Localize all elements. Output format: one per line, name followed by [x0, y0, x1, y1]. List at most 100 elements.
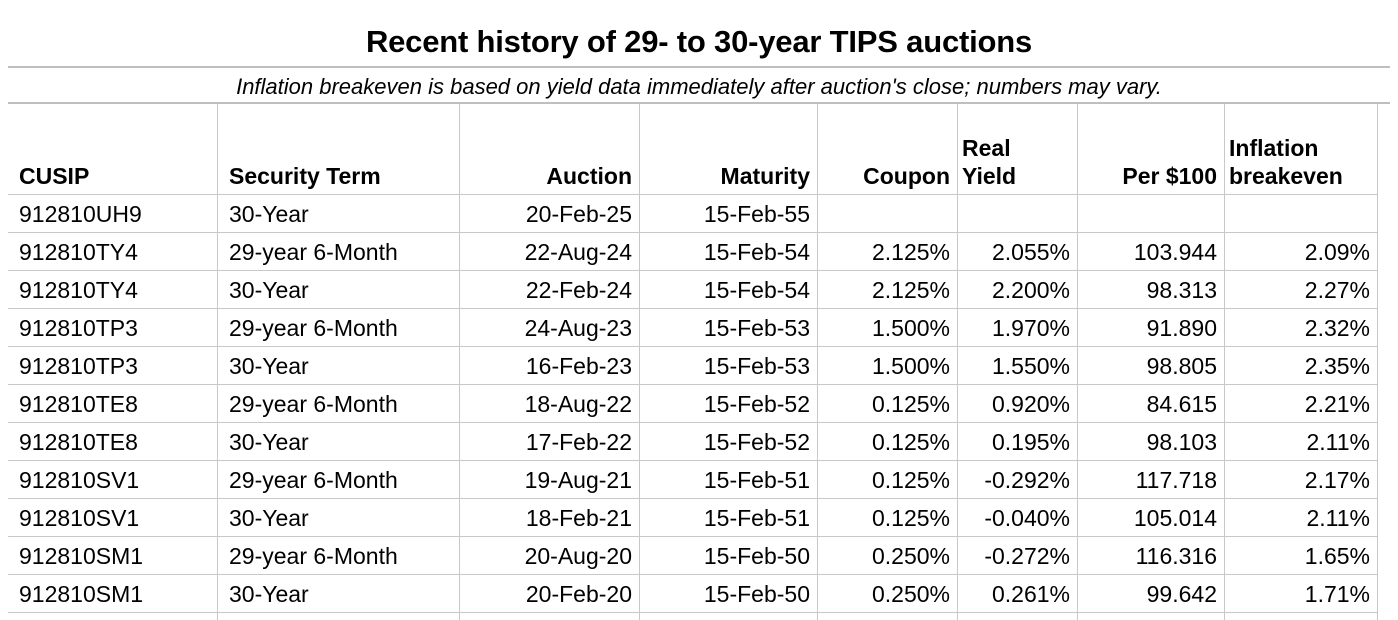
- table-cell-r2-auction[interactable]: 22-Feb-24: [460, 271, 640, 309]
- table-cell-r5-auction[interactable]: 18-Aug-22: [460, 385, 640, 423]
- table-cell-r4-real-yield[interactable]: 1.550%: [958, 347, 1078, 385]
- table-cell-r1-maturity[interactable]: 15-Feb-54: [640, 233, 818, 271]
- table-cell-r9-real-yield[interactable]: -0.272%: [958, 537, 1078, 575]
- table-cell-r1-coupon[interactable]: 2.125%: [818, 233, 958, 271]
- table-cell-r8-coupon[interactable]: 0.125%: [818, 499, 958, 537]
- table-cell-r10-security-term[interactable]: 30-Year: [218, 575, 460, 613]
- table-cell-r8-maturity[interactable]: 15-Feb-51: [640, 499, 818, 537]
- table-cell-r9-maturity[interactable]: 15-Feb-50: [640, 537, 818, 575]
- table-cell-r10-per-100[interactable]: 99.642: [1078, 575, 1225, 613]
- table-cell-r1-real-yield[interactable]: 2.055%: [958, 233, 1078, 271]
- table-cell-r5-maturity[interactable]: 15-Feb-52: [640, 385, 818, 423]
- column-header-real-yield[interactable]: Real Yield: [958, 104, 1078, 195]
- table-cell-r1-per-100[interactable]: 103.944: [1078, 233, 1225, 271]
- table-cell-r6-security-term[interactable]: 30-Year: [218, 423, 460, 461]
- table-cell-r0-auction[interactable]: 20-Feb-25: [460, 195, 640, 233]
- table-cell-r6-coupon[interactable]: 0.125%: [818, 423, 958, 461]
- table-cell-r6-per-100[interactable]: 98.103: [1078, 423, 1225, 461]
- column-header-coupon[interactable]: Coupon: [818, 104, 958, 195]
- table-cell-r3-per-100[interactable]: 91.890: [1078, 309, 1225, 347]
- table-cell-clipped: [8, 613, 218, 620]
- table-cell-r1-inflation-breakeven[interactable]: 2.09%: [1225, 233, 1378, 271]
- table-cell-r3-auction[interactable]: 24-Aug-23: [460, 309, 640, 347]
- table-cell-r7-security-term[interactable]: 29-year 6-Month: [218, 461, 460, 499]
- table-cell-r5-real-yield[interactable]: 0.920%: [958, 385, 1078, 423]
- table-cell-r2-inflation-breakeven[interactable]: 2.27%: [1225, 271, 1378, 309]
- table-cell-r7-per-100[interactable]: 117.718: [1078, 461, 1225, 499]
- table-cell-r10-coupon[interactable]: 0.250%: [818, 575, 958, 613]
- column-header-security-term[interactable]: Security Term: [218, 104, 460, 195]
- table-cell-r6-inflation-breakeven[interactable]: 2.11%: [1225, 423, 1378, 461]
- table-cell-r3-security-term[interactable]: 29-year 6-Month: [218, 309, 460, 347]
- table-cell-r9-per-100[interactable]: 116.316: [1078, 537, 1225, 575]
- table-cell-r0-maturity[interactable]: 15-Feb-55: [640, 195, 818, 233]
- table-cell-r7-coupon[interactable]: 0.125%: [818, 461, 958, 499]
- table-cell-r9-auction[interactable]: 20-Aug-20: [460, 537, 640, 575]
- table-cell-r6-cusip[interactable]: 912810TE8: [8, 423, 218, 461]
- table-cell-r10-maturity[interactable]: 15-Feb-50: [640, 575, 818, 613]
- table-cell-r6-maturity[interactable]: 15-Feb-52: [640, 423, 818, 461]
- table-cell-r1-cusip[interactable]: 912810TY4: [8, 233, 218, 271]
- table-cell-r1-auction[interactable]: 22-Aug-24: [460, 233, 640, 271]
- table-cell-r9-inflation-breakeven[interactable]: 1.65%: [1225, 537, 1378, 575]
- table-cell-r5-security-term[interactable]: 29-year 6-Month: [218, 385, 460, 423]
- table-cell-r4-per-100[interactable]: 98.805: [1078, 347, 1225, 385]
- table-cell-r2-coupon[interactable]: 2.125%: [818, 271, 958, 309]
- table-cell-r6-real-yield[interactable]: 0.195%: [958, 423, 1078, 461]
- table-cell-r8-security-term[interactable]: 30-Year: [218, 499, 460, 537]
- table-cell-r9-cusip[interactable]: 912810SM1: [8, 537, 218, 575]
- table-cell-r9-security-term[interactable]: 29-year 6-Month: [218, 537, 460, 575]
- title-divider: [8, 66, 1390, 68]
- table-cell-r5-coupon[interactable]: 0.125%: [818, 385, 958, 423]
- table-cell-r8-per-100[interactable]: 105.014: [1078, 499, 1225, 537]
- table-cell-r4-security-term[interactable]: 30-Year: [218, 347, 460, 385]
- table-cell-r3-coupon[interactable]: 1.500%: [818, 309, 958, 347]
- table-cell-r4-coupon[interactable]: 1.500%: [818, 347, 958, 385]
- table-cell-r10-auction[interactable]: 20-Feb-20: [460, 575, 640, 613]
- table-cell-r7-cusip[interactable]: 912810SV1: [8, 461, 218, 499]
- table-cell-r3-real-yield[interactable]: 1.970%: [958, 309, 1078, 347]
- table-cell-r4-auction[interactable]: 16-Feb-23: [460, 347, 640, 385]
- table-cell-r3-maturity[interactable]: 15-Feb-53: [640, 309, 818, 347]
- table-cell-r2-security-term[interactable]: 30-Year: [218, 271, 460, 309]
- column-header-inflation-breakeven[interactable]: Inflation breakeven: [1225, 104, 1378, 195]
- table-cell-r7-inflation-breakeven[interactable]: 2.17%: [1225, 461, 1378, 499]
- column-header-cusip[interactable]: CUSIP: [8, 104, 218, 195]
- table-cell-r8-cusip[interactable]: 912810SV1: [8, 499, 218, 537]
- table-cell-r6-auction[interactable]: 17-Feb-22: [460, 423, 640, 461]
- table-cell-r8-auction[interactable]: 18-Feb-21: [460, 499, 640, 537]
- table-cell-r7-auction[interactable]: 19-Aug-21: [460, 461, 640, 499]
- table-cell-r10-cusip[interactable]: 912810SM1: [8, 575, 218, 613]
- table-cell-r8-inflation-breakeven[interactable]: 2.11%: [1225, 499, 1378, 537]
- table-cell-r0-security-term[interactable]: 30-Year: [218, 195, 460, 233]
- table-cell-r3-inflation-breakeven[interactable]: 2.32%: [1225, 309, 1378, 347]
- table-cell-r9-coupon[interactable]: 0.250%: [818, 537, 958, 575]
- table-cell-r0-coupon[interactable]: [818, 195, 958, 233]
- table-cell-r0-per-100[interactable]: [1078, 195, 1225, 233]
- table-cell-r0-real-yield[interactable]: [958, 195, 1078, 233]
- table-cell-r0-inflation-breakeven[interactable]: [1225, 195, 1378, 233]
- table-cell-r8-real-yield[interactable]: -0.040%: [958, 499, 1078, 537]
- column-header-maturity[interactable]: Maturity: [640, 104, 818, 195]
- table-cell-r10-inflation-breakeven[interactable]: 1.71%: [1225, 575, 1378, 613]
- table-cell-r7-maturity[interactable]: 15-Feb-51: [640, 461, 818, 499]
- table-cell-r5-per-100[interactable]: 84.615: [1078, 385, 1225, 423]
- table-cell-r4-cusip[interactable]: 912810TP3: [8, 347, 218, 385]
- table-cell-r4-maturity[interactable]: 15-Feb-53: [640, 347, 818, 385]
- table-cell-r2-real-yield[interactable]: 2.200%: [958, 271, 1078, 309]
- table-cell-r2-cusip[interactable]: 912810TY4: [8, 271, 218, 309]
- table-cell-r1-security-term[interactable]: 29-year 6-Month: [218, 233, 460, 271]
- table-cell-clipped: [818, 613, 958, 620]
- table-cell-r3-cusip[interactable]: 912810TP3: [8, 309, 218, 347]
- table-cell-r2-maturity[interactable]: 15-Feb-54: [640, 271, 818, 309]
- table-cell-r10-real-yield[interactable]: 0.261%: [958, 575, 1078, 613]
- table-cell-clipped: [1225, 613, 1378, 620]
- column-header-auction[interactable]: Auction: [460, 104, 640, 195]
- column-header-per-100[interactable]: Per $100: [1078, 104, 1225, 195]
- table-cell-r0-cusip[interactable]: 912810UH9: [8, 195, 218, 233]
- table-cell-r5-inflation-breakeven[interactable]: 2.21%: [1225, 385, 1378, 423]
- table-cell-r4-inflation-breakeven[interactable]: 2.35%: [1225, 347, 1378, 385]
- table-cell-r2-per-100[interactable]: 98.313: [1078, 271, 1225, 309]
- table-cell-r5-cusip[interactable]: 912810TE8: [8, 385, 218, 423]
- table-cell-r7-real-yield[interactable]: -0.292%: [958, 461, 1078, 499]
